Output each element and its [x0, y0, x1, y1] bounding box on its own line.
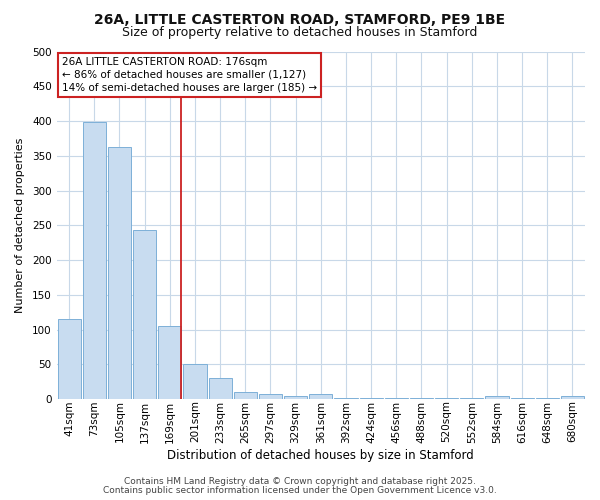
Bar	[58, 319, 81, 399]
Bar	[83, 122, 106, 399]
Bar	[108, 146, 131, 399]
Text: 26A LITTLE CASTERTON ROAD: 176sqm
← 86% of detached houses are smaller (1,127)
1: 26A LITTLE CASTERTON ROAD: 176sqm ← 86% …	[62, 56, 317, 93]
Bar	[259, 394, 282, 399]
Bar	[460, 398, 484, 399]
Bar	[334, 398, 358, 399]
Text: Size of property relative to detached houses in Stamford: Size of property relative to detached ho…	[122, 26, 478, 39]
Bar	[133, 230, 156, 399]
X-axis label: Distribution of detached houses by size in Stamford: Distribution of detached houses by size …	[167, 450, 474, 462]
Bar	[435, 398, 458, 399]
Bar	[410, 398, 433, 399]
Bar	[385, 398, 408, 399]
Bar	[536, 398, 559, 399]
Bar	[184, 364, 206, 399]
Bar	[561, 396, 584, 399]
Bar	[158, 326, 181, 399]
Bar	[309, 394, 332, 399]
Bar	[359, 398, 383, 399]
Bar	[511, 398, 533, 399]
Bar	[209, 378, 232, 399]
Text: 26A, LITTLE CASTERTON ROAD, STAMFORD, PE9 1BE: 26A, LITTLE CASTERTON ROAD, STAMFORD, PE…	[94, 12, 506, 26]
Y-axis label: Number of detached properties: Number of detached properties	[15, 138, 25, 313]
Text: Contains HM Land Registry data © Crown copyright and database right 2025.: Contains HM Land Registry data © Crown c…	[124, 477, 476, 486]
Bar	[284, 396, 307, 399]
Bar	[234, 392, 257, 399]
Bar	[485, 396, 509, 399]
Text: Contains public sector information licensed under the Open Government Licence v3: Contains public sector information licen…	[103, 486, 497, 495]
